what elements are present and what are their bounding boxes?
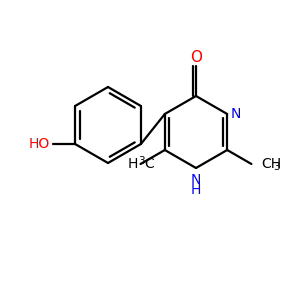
Text: 3: 3 — [273, 162, 280, 172]
Text: H: H — [127, 157, 138, 171]
Text: N: N — [191, 173, 201, 187]
Text: C: C — [145, 157, 154, 171]
Text: O: O — [190, 50, 202, 64]
Text: HO: HO — [29, 137, 50, 151]
Text: N: N — [231, 107, 242, 121]
Text: H: H — [191, 183, 201, 197]
Text: 3: 3 — [139, 156, 145, 166]
Text: CH: CH — [261, 157, 282, 171]
